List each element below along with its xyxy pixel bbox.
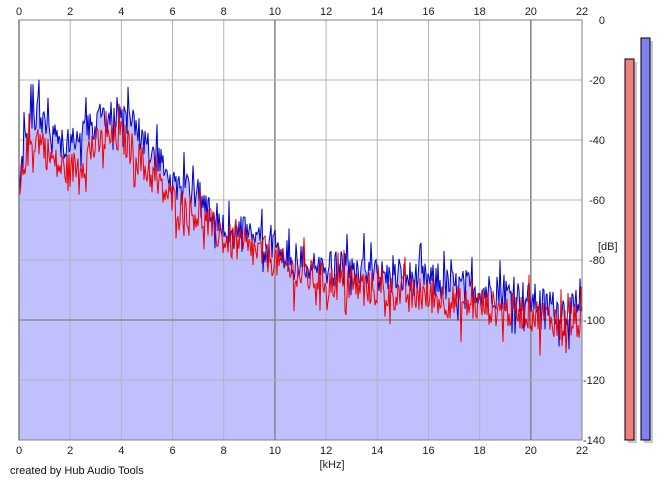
- x-tick-label-bottom: 18: [474, 445, 486, 457]
- x-axis-unit-label: [kHz]: [319, 459, 344, 471]
- x-tick-label-top: 8: [221, 6, 227, 18]
- y-tick-label: -120: [583, 375, 605, 387]
- y-tick-label: -20: [589, 75, 605, 87]
- x-tick-label-top: 18: [474, 6, 486, 18]
- series-layer: [18, 79, 583, 356]
- series-line-right: [18, 103, 583, 356]
- y-tick-labels: 0 -20 -40 -60 -80 -100 -120 -140: [583, 15, 605, 447]
- x-tick-label-bottom: 16: [422, 445, 434, 457]
- x-tick-label-top: 6: [169, 6, 175, 18]
- x-tick-label-top: 22: [576, 6, 588, 18]
- x-tick-label-top: 20: [525, 6, 537, 18]
- x-tick-label-bottom: 2: [67, 445, 73, 457]
- x-tick-label-bottom: 0: [16, 445, 22, 457]
- level-meters: [624, 37, 653, 443]
- credit-text: created by Hub Audio Tools: [10, 465, 144, 477]
- y-tick-label: -140: [583, 435, 605, 447]
- level-meter-left: [624, 58, 635, 441]
- x-tick-label-bottom: 6: [169, 445, 175, 457]
- x-tick-label-bottom: 8: [221, 445, 227, 457]
- x-tick-label-bottom: 22: [576, 445, 588, 457]
- x-tick-label-bottom: 20: [525, 445, 537, 457]
- bottom-x-tick-labels: 0 2 4 6 8 10 12 14 16 18 20 22: [16, 445, 588, 457]
- x-tick-label-top: 4: [118, 6, 124, 18]
- plot-border: [18, 19, 583, 441]
- y-tick-label: -80: [589, 255, 605, 267]
- y-tick-label: -40: [589, 135, 605, 147]
- x-tick-label-bottom: 14: [371, 445, 383, 457]
- x-tick-label-top: 2: [67, 6, 73, 18]
- x-tick-label-top: 0: [16, 6, 22, 18]
- x-tick-label-top: 16: [422, 6, 434, 18]
- y-tick-label: -60: [589, 195, 605, 207]
- level-meter-right: [640, 37, 651, 441]
- y-axis-unit-label: [dB]: [598, 241, 618, 253]
- top-x-tick-labels: 0 2 4 6 8 10 12 14 16 18 20 22: [16, 6, 588, 18]
- y-tick-label: -100: [583, 315, 605, 327]
- x-tick-label-bottom: 4: [118, 445, 124, 457]
- plot-frame: [18, 19, 583, 441]
- x-tick-label-bottom: 10: [269, 445, 281, 457]
- x-tick-label-top: 10: [269, 6, 281, 18]
- y-tick-label: 0: [599, 15, 605, 27]
- x-tick-label-top: 12: [320, 6, 332, 18]
- x-tick-label-top: 14: [371, 6, 383, 18]
- x-tick-label-bottom: 12: [320, 445, 332, 457]
